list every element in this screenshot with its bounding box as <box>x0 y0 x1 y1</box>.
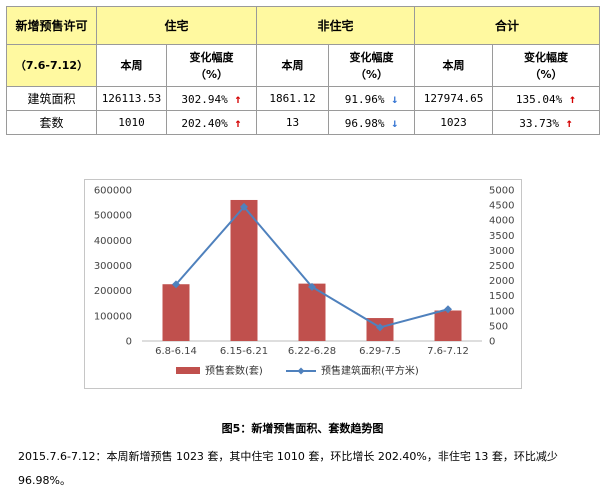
col-change-line2: （%） <box>194 67 229 81</box>
change-text: 302.94% <box>181 92 228 106</box>
change-text: 96.98% <box>344 116 385 130</box>
line-point-area <box>376 323 384 332</box>
x-axis-tick: 7.6-7.12 <box>427 346 469 357</box>
summary-paragraph: 2015.7.6-7.12：本周新增预售 1023 套，其中住宅 1010 套，… <box>18 450 558 487</box>
col-change-line1: 变化幅度 <box>524 50 569 64</box>
left-axis-tick: 100000 <box>94 311 132 322</box>
left-axis-tick: 0 <box>126 337 132 348</box>
presale-table: 新增预售许可 住宅 非住宅 合计 （7.6-7.12） 本周 变化幅度 （%） … <box>6 6 601 135</box>
x-axis-tick: 6.15-6.21 <box>220 346 268 357</box>
col-week-total: 本周 <box>414 44 494 87</box>
right-axis-tick: 4000 <box>489 216 514 227</box>
right-axis-tick: 4500 <box>489 201 514 212</box>
units-total-change: 33.73% ↑ <box>492 110 601 135</box>
right-axis-tick: 3500 <box>489 231 514 242</box>
units-nonresidential-value: 13 <box>256 110 330 135</box>
units-residential-change: 202.40% ↑ <box>165 110 258 135</box>
group-residential: 住宅 <box>95 6 258 45</box>
change-text: 33.73% <box>519 116 559 130</box>
x-axis-tick: 6.22-6.28 <box>288 346 336 357</box>
arrow-up-icon: ↑ <box>234 115 242 130</box>
arrow-up-icon: ↑ <box>234 91 242 106</box>
arrow-down-icon: ↓ <box>391 115 399 130</box>
col-change-nonresidential: 变化幅度 （%） <box>328 44 416 87</box>
change-text: 91.96% <box>344 92 385 106</box>
right-axis-tick: 1500 <box>489 291 514 302</box>
right-axis-tick: 3000 <box>489 246 514 257</box>
area-nonresidential-value: 1861.12 <box>256 86 330 111</box>
row-label-area: 建筑面积 <box>6 86 97 111</box>
col-week-residential: 本周 <box>96 44 167 87</box>
col-change-line2: （%） <box>529 67 563 81</box>
left-axis-tick: 600000 <box>94 186 132 197</box>
change-text: 202.40% <box>181 116 228 130</box>
group-total: 合计 <box>414 6 601 45</box>
right-axis-tick: 5000 <box>489 186 514 197</box>
col-change-line1: 变化幅度 <box>349 50 394 64</box>
corner-title: 新增预售许可 <box>6 6 97 45</box>
col-change-line2: （%） <box>355 67 389 81</box>
right-axis-tick: 1000 <box>489 306 514 317</box>
bar-units <box>230 199 258 341</box>
row-label-units: 套数 <box>6 110 97 135</box>
line-point-area <box>444 305 452 314</box>
right-axis-tick: 2500 <box>489 261 514 272</box>
x-axis-tick: 6.29-7.5 <box>359 346 401 357</box>
line-point-area <box>308 282 316 291</box>
area-total-value: 127974.65 <box>414 86 494 111</box>
line-point-area <box>240 202 248 211</box>
change-text: 135.04% <box>515 92 563 106</box>
col-change-total: 变化幅度 （%） <box>492 44 601 87</box>
legend-label-units: 预售套数(套) <box>205 364 263 377</box>
period-label: （7.6-7.12） <box>6 44 97 87</box>
units-total-value: 1023 <box>414 110 494 135</box>
legend-swatch-units <box>176 367 200 374</box>
legend-marker-area <box>297 367 305 375</box>
left-axis-tick: 500000 <box>94 211 132 222</box>
col-week-nonresidential: 本周 <box>256 44 330 87</box>
trend-chart: 0 100000 200000 300000 400000 500000 600000 0 50… <box>94 186 515 378</box>
left-axis-tick: 200000 <box>94 286 132 297</box>
area-total-change: 135.04% ↑ <box>492 86 601 111</box>
line-point-area <box>172 280 180 289</box>
area-residential-value: 126113.53 <box>96 86 167 111</box>
x-axis-tick: 6.8-6.14 <box>155 346 197 357</box>
arrow-up-icon: ↑ <box>565 115 573 130</box>
arrow-up-icon: ↑ <box>568 91 577 106</box>
group-nonresidential: 非住宅 <box>256 6 416 45</box>
right-axis-tick: 2000 <box>489 276 514 287</box>
col-change-residential: 变化幅度 （%） <box>165 44 258 87</box>
bar-units <box>434 310 462 341</box>
left-axis-tick: 300000 <box>94 261 132 272</box>
left-axis-tick: 400000 <box>94 236 132 247</box>
units-nonresidential-change: 96.98% ↓ <box>328 110 416 135</box>
right-axis-tick: 500 <box>489 321 508 332</box>
col-change-line1: 变化幅度 <box>189 50 234 64</box>
figure-caption: 图5：新增预售面积、套数趋势图 <box>221 422 384 435</box>
legend-label-area: 预售建筑面积(平方米) <box>321 364 419 377</box>
area-nonresidential-change: 91.96% ↓ <box>328 86 416 111</box>
arrow-down-icon: ↓ <box>391 91 399 106</box>
area-residential-change: 302.94% ↑ <box>165 86 258 111</box>
table-row: 套数 1010 202.40% ↑ 13 96.98% ↓ 1023 33.73… <box>6 110 601 135</box>
right-axis-tick: 0 <box>489 337 495 348</box>
bar-units <box>162 284 190 341</box>
table-row: 建筑面积 126113.53 302.94% ↑ 1861.12 91.96% … <box>6 86 601 111</box>
units-residential-value: 1010 <box>96 110 167 135</box>
